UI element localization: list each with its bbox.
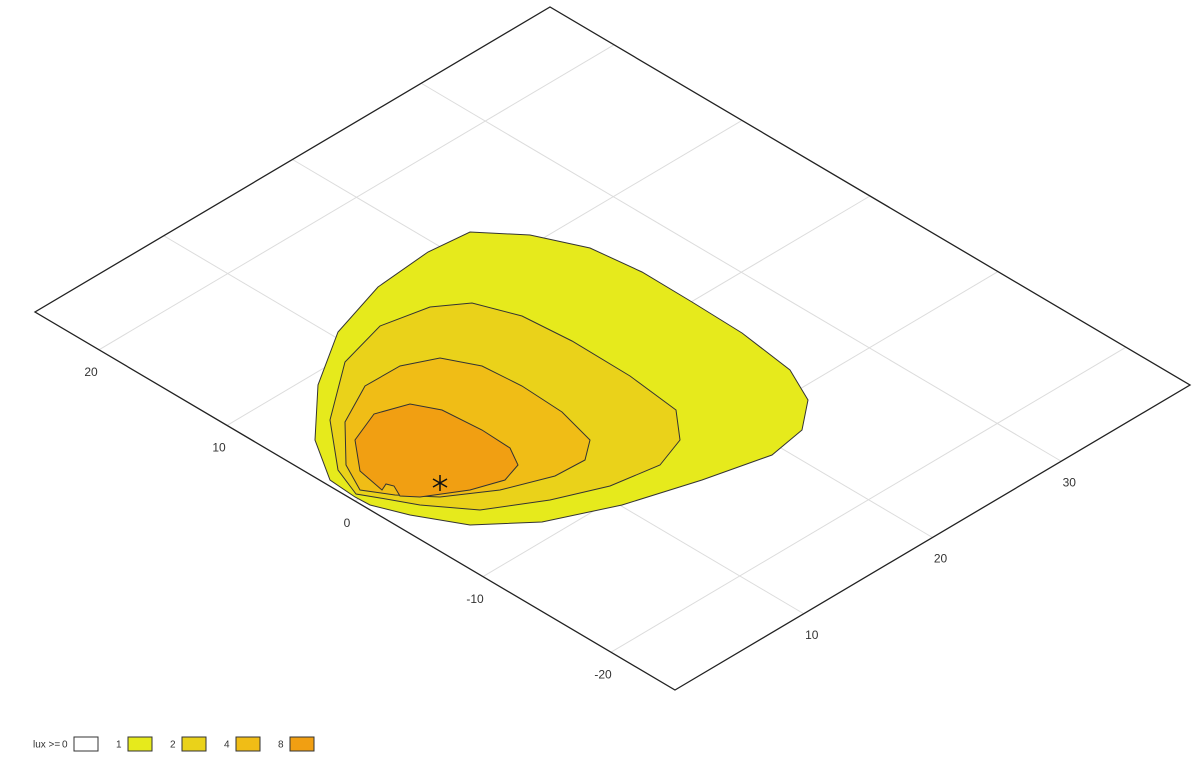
legend-label: 8 <box>278 740 284 751</box>
y-tick-label: 10 <box>212 441 226 455</box>
y-tick-label: -10 <box>466 592 484 606</box>
marker-stroke <box>432 478 448 488</box>
legend-label: 0 <box>62 740 68 751</box>
y-tick-label: -20 <box>594 667 612 681</box>
plane-border <box>33 6 1192 691</box>
contour-region <box>354 403 519 498</box>
grid-line <box>420 82 1062 462</box>
x-tick-label: 10 <box>805 628 819 642</box>
y-tick-label: 0 <box>344 516 351 530</box>
legend-title: lux >= <box>33 740 60 751</box>
y-tick-label: 20 <box>84 365 98 379</box>
legend-swatch <box>235 736 261 752</box>
x-tick-label: 20 <box>934 552 948 566</box>
legend-swatch <box>73 736 99 752</box>
legend-label: 1 <box>116 740 122 751</box>
x-tick-label: 30 <box>1063 475 1077 489</box>
legend-label: 2 <box>170 740 176 751</box>
legend-swatch <box>181 736 207 752</box>
legend-swatch <box>127 736 153 752</box>
source-marker <box>432 475 448 491</box>
legend-label: 4 <box>224 740 230 751</box>
legend-swatch <box>289 736 315 752</box>
